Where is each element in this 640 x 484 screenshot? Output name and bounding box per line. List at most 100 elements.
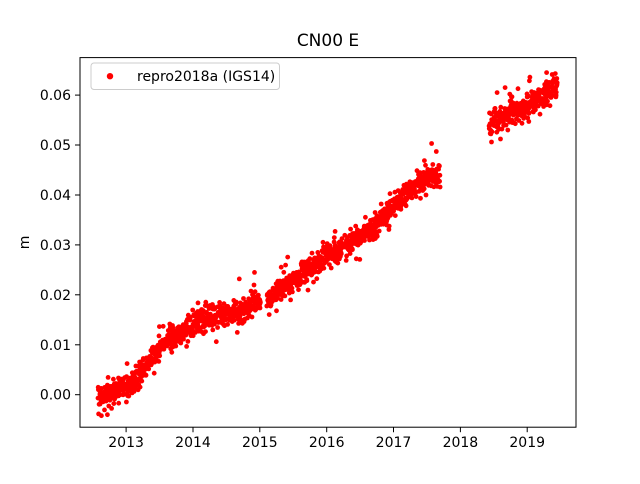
data-point: [348, 226, 353, 232]
data-point: [283, 262, 288, 268]
data-point: [374, 233, 380, 239]
data-point: [210, 327, 216, 333]
data-point: [437, 184, 443, 190]
data-point: [386, 223, 392, 229]
legend-box: [90, 62, 280, 90]
data-point: [267, 289, 273, 294]
data-point: [195, 300, 201, 306]
data-point: [554, 80, 560, 86]
data-point: [126, 393, 132, 399]
data-point: [526, 119, 532, 124]
data-point: [190, 307, 196, 313]
data-point: [505, 127, 511, 133]
data-point: [234, 330, 240, 335]
data-point: [289, 285, 295, 291]
data-point: [398, 206, 404, 212]
data-point: [429, 141, 434, 146]
data-point: [418, 195, 423, 201]
data-point: [522, 112, 527, 118]
data-point: [437, 172, 443, 178]
data-point: [215, 325, 221, 330]
data-point: [357, 257, 363, 262]
data-point: [503, 122, 509, 128]
data-point: [314, 276, 320, 282]
data-point: [421, 186, 427, 192]
data-point: [311, 279, 316, 285]
legend-label: repro2018a (IGS14): [137, 69, 275, 85]
data-point: [533, 107, 538, 113]
data-point: [423, 192, 429, 198]
data-point: [343, 258, 349, 263]
data-point: [249, 314, 255, 320]
data-point: [527, 74, 533, 80]
axes-frame: [79, 57, 577, 428]
x-tick-label: 2016: [309, 435, 345, 451]
scatter-series-repro2018a: [95, 70, 560, 419]
data-point: [146, 366, 152, 372]
y-tick-label: 0.04: [40, 188, 71, 204]
data-point: [331, 235, 337, 241]
data-point: [378, 201, 384, 207]
data-point: [554, 76, 560, 81]
data-point: [335, 260, 341, 266]
y-tick-label: 0.06: [40, 88, 71, 104]
data-point: [437, 163, 442, 169]
data-point: [258, 300, 263, 305]
data-point: [173, 343, 179, 349]
x-tick-label: 2014: [175, 435, 211, 451]
data-point: [251, 282, 257, 288]
data-point: [225, 322, 231, 327]
data-point: [252, 289, 258, 295]
data-point: [526, 110, 532, 116]
data-point: [236, 276, 242, 282]
data-point: [309, 250, 315, 256]
y-tick-label: 0.03: [40, 238, 71, 254]
data-point: [170, 325, 176, 331]
data-point: [102, 407, 107, 413]
data-point: [502, 85, 508, 90]
x-tick-label: 2017: [376, 435, 412, 451]
y-tick-label: 0.05: [40, 138, 71, 154]
data-point: [321, 265, 327, 271]
data-point: [157, 353, 163, 359]
data-point: [392, 213, 398, 219]
data-point: [105, 375, 111, 380]
data-point: [363, 214, 368, 220]
data-point: [391, 208, 396, 214]
data-point: [305, 287, 311, 293]
data-point: [111, 376, 116, 382]
data-point: [266, 312, 272, 317]
data-point: [344, 253, 349, 259]
data-point: [494, 90, 500, 95]
data-point: [139, 378, 145, 384]
data-point: [403, 203, 409, 209]
data-point: [332, 229, 338, 234]
data-point: [290, 289, 295, 295]
data-point: [184, 344, 190, 349]
chart-title: CN00 E: [297, 31, 359, 51]
data-point: [492, 106, 498, 111]
data-point: [124, 361, 130, 366]
y-axis-label: m: [17, 236, 33, 250]
data-point: [489, 129, 495, 135]
data-point: [421, 170, 426, 175]
data-point: [185, 339, 191, 344]
x-axis-ticks: 2013 2014 2015 2016 2017 2018 2019: [108, 427, 545, 451]
data-point: [256, 292, 261, 298]
data-point: [124, 374, 129, 379]
data-point: [143, 372, 149, 378]
data-point: [339, 236, 345, 242]
data-point: [183, 332, 189, 338]
data-point: [202, 323, 208, 329]
x-tick-label: 2015: [242, 435, 278, 451]
y-tick-label: 0.02: [40, 288, 71, 304]
data-point: [217, 300, 223, 305]
data-point: [111, 401, 117, 406]
y-axis-ticks: 0.00 0.01 0.02 0.03 0.04 0.05 0.06: [40, 88, 80, 404]
data-point: [416, 189, 422, 194]
data-point: [387, 191, 393, 197]
data-point: [328, 265, 334, 271]
data-point: [137, 384, 143, 390]
data-point: [105, 412, 110, 418]
data-point: [512, 121, 518, 127]
